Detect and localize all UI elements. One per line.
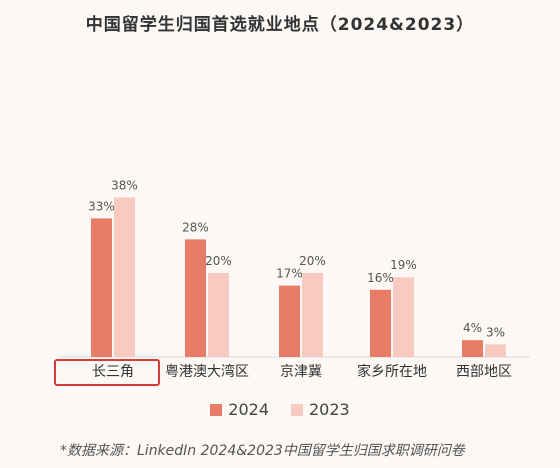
data-label-2024-0: 33%	[88, 199, 115, 213]
legend-swatch-2024	[210, 403, 223, 416]
data-label-2023-4: 3%	[486, 325, 505, 339]
legend-item-2024: 2024	[210, 400, 269, 419]
data-label-2024-1: 28%	[182, 220, 209, 234]
legend-label-2024: 2024	[228, 400, 269, 419]
data-label-2024-2: 17%	[276, 267, 303, 281]
chart-title: 中国留学生归国首选就业地点（2024&2023）	[85, 15, 475, 35]
bar-2024-0	[91, 218, 112, 357]
bar-2023-4	[485, 344, 506, 357]
category-label-2: 京津冀	[280, 364, 322, 380]
data-label-2023-1: 20%	[205, 254, 232, 268]
legend: 2024 2023	[0, 400, 560, 419]
bar-2023-0	[114, 197, 135, 357]
bar-2023-2	[302, 273, 323, 357]
data-label-2023-0: 38%	[111, 178, 138, 192]
bar-2024-1	[185, 239, 206, 357]
bar-2023-1	[208, 273, 229, 357]
legend-item-2023: 2023	[291, 400, 350, 419]
bar-2024-3	[370, 289, 391, 357]
highlight-box	[54, 359, 160, 386]
bar-2023-3	[393, 277, 414, 357]
data-label-2023-2: 20%	[299, 254, 326, 268]
legend-swatch-2023	[291, 403, 303, 416]
category-label-1: 粤港澳大湾区	[165, 363, 249, 380]
data-label-2023-3: 19%	[390, 258, 417, 272]
data-label-2024-4: 4%	[463, 321, 482, 335]
bar-2024-2	[279, 285, 300, 357]
category-label-4: 西部地区	[456, 364, 512, 380]
category-label-0: 长三角	[92, 364, 134, 380]
source-note: *数据来源：LinkedIn 2024&2023中国留学生归国求职调研问卷	[60, 443, 465, 459]
legend-label-2023: 2023	[309, 400, 350, 419]
data-label-2024-3: 16%	[367, 271, 394, 285]
bar-2024-4	[462, 340, 483, 357]
category-label-3: 家乡所在地	[357, 363, 427, 380]
